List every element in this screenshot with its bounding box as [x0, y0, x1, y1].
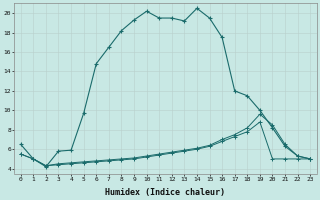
- X-axis label: Humidex (Indice chaleur): Humidex (Indice chaleur): [106, 188, 226, 197]
